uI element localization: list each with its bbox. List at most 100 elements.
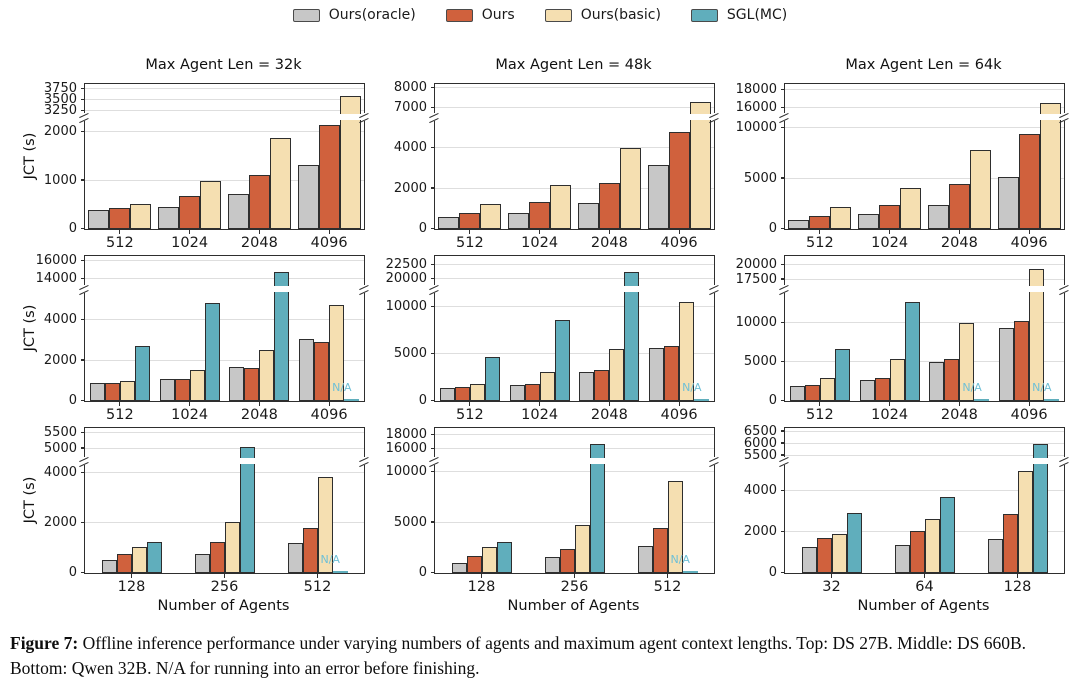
ytick-mark: [81, 109, 85, 111]
legend-swatch-icon: [690, 8, 718, 22]
bar-sgl-mc--128: [1032, 443, 1048, 573]
ytick-mark: [781, 321, 785, 324]
xtick-label: 2048: [940, 407, 978, 423]
ytick-label: 22500: [385, 257, 427, 273]
ytick-label: 3750: [43, 81, 77, 97]
gridline: [785, 489, 1064, 491]
na-label: N/A: [1032, 381, 1052, 394]
xtick-mark: [678, 230, 680, 234]
subplot-r2c0: 0 2000 4000 5000 5500 128 256 N/A 512: [44, 425, 369, 595]
bar-ours-oracle--2048: [927, 204, 949, 229]
xtick-mark: [889, 402, 891, 406]
ytick-mark: [781, 571, 785, 573]
xtick-mark: [119, 402, 121, 406]
xtick-label: 512: [653, 579, 682, 595]
na-label: N/A: [670, 553, 690, 566]
bar-ours-basic--512: [480, 204, 502, 229]
gridline: [435, 147, 714, 149]
bar-ours-oracle--1024: [859, 380, 875, 401]
ytick-mark: [81, 227, 85, 229]
bar-na-stub: [682, 571, 698, 573]
legend-swatch-icon: [544, 8, 572, 22]
y-axis-label: JCT (s): [22, 476, 38, 523]
xtick-label: 512: [106, 407, 134, 423]
xtick-label: 2048: [590, 407, 628, 423]
ytick-mark: [81, 98, 85, 101]
bar-sgl-mc--512: [134, 345, 150, 401]
ytick-mark: [781, 442, 785, 444]
bar-na-stub: [974, 399, 990, 401]
xtick-mark: [258, 402, 260, 406]
gridline: [785, 177, 1064, 179]
ytick-mark: [781, 360, 785, 363]
bar-ours-4096: [664, 345, 680, 401]
axis-break-spine-gap: [783, 113, 786, 121]
ytick-mark: [81, 431, 85, 433]
xtick-label: 4096: [1010, 407, 1048, 423]
xtick-label: 256: [560, 579, 589, 595]
ytick-mark: [431, 571, 435, 573]
gridline: [435, 521, 714, 523]
bar-ours-512: [302, 527, 318, 573]
bar-ours-oracle--256: [194, 553, 210, 573]
ytick-mark: [431, 448, 435, 450]
bar-ours-basic--128: [131, 547, 147, 573]
bar-ours-oracle--2048: [229, 366, 245, 401]
bar-ours-64: [909, 530, 925, 573]
xtick-label: 512: [806, 235, 834, 251]
gridline: [785, 89, 1064, 91]
ytick-label: 0: [418, 393, 427, 408]
xtick-mark: [1028, 402, 1030, 406]
bar-ours-oracle--512: [789, 386, 805, 401]
ytick-label: 4000: [43, 464, 77, 480]
xtick-label: 128: [117, 579, 146, 595]
ytick-mark: [781, 126, 785, 129]
bar-sgl-mc--64: [939, 496, 955, 573]
gridline: [435, 471, 714, 473]
xtick-mark: [819, 402, 821, 406]
bar-ours-1024: [179, 196, 201, 229]
ytick-label: 4000: [743, 482, 777, 498]
xtick-mark: [678, 402, 680, 406]
xtick-label: 512: [456, 235, 484, 251]
ytick-label: 7000: [393, 100, 427, 115]
bar-ours-512: [809, 215, 831, 229]
bar-na-stub: [332, 571, 348, 573]
bar-ours-basic--4096: [329, 305, 345, 401]
bar-ours-oracle--256: [544, 557, 560, 573]
ytick-label: 10000: [735, 315, 777, 331]
caption-text: Offline inference performance under vary…: [10, 633, 1026, 678]
xtick-label: 1024: [521, 407, 559, 423]
axis-break-stripe: [435, 114, 714, 120]
subplot-r0c0: 0 1000 2000 3250 3500 3750 512 1024 2048 4096: [44, 82, 369, 251]
ytick-mark: [431, 147, 435, 149]
ytick-mark: [781, 89, 785, 91]
ytick-mark: [781, 489, 785, 491]
ytick-mark: [81, 88, 85, 90]
xtick-mark: [130, 574, 133, 578]
xtick-label: 2048: [590, 235, 628, 251]
gridline: [785, 263, 1064, 265]
xtick-label: 1024: [171, 407, 209, 423]
xtick-mark: [189, 402, 191, 406]
ytick-label: 0: [418, 221, 427, 236]
gridline: [85, 319, 364, 321]
gridline: [85, 88, 364, 90]
gridline: [435, 87, 714, 88]
ytick-label: 10000: [385, 299, 427, 315]
ytick-mark: [431, 106, 435, 108]
subplot-r1c1: 0 5000 10000 20000 22500 512 1024 2048 N/A 4096: [386, 255, 719, 423]
ytick-label: 0: [68, 221, 77, 236]
bar-ours-2048: [594, 370, 610, 401]
ytick-label: 0: [418, 565, 427, 580]
gridline: [85, 109, 364, 111]
bar-ours-1024: [879, 204, 901, 229]
subplot-r2c2: 0 2000 4000 5500 6000 6500 32 64 128: [744, 424, 1069, 595]
bar-ours-basic--32: [831, 533, 847, 573]
ytick-mark: [781, 177, 785, 179]
x-axis-label: Number of Agents: [507, 598, 640, 614]
gridline: [435, 353, 714, 355]
bar-ours-basic--4096: [1039, 103, 1061, 229]
xtick-label: 4096: [660, 407, 698, 423]
